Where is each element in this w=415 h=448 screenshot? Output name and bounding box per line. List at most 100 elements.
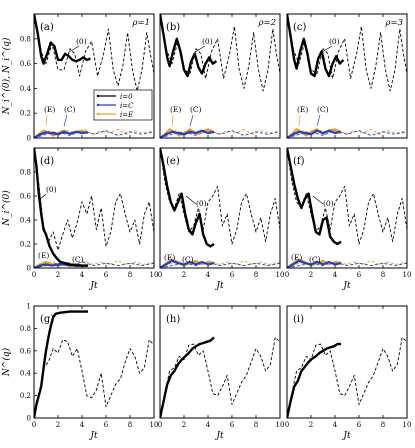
panel-g: 0 2 4 6 8 10 Jt 0 0.2 0.4 0.6 0.8 1 (g) <box>20 303 159 442</box>
series-i0-dashed-d <box>34 148 154 251</box>
series-iE-solid-c <box>287 128 342 138</box>
rho-label-a: ρ=1 <box>131 18 150 28</box>
x-tick-label-e-0: 0 <box>158 271 162 279</box>
x-tick-label-d-4: 8 <box>128 271 132 279</box>
x-tick-label-e-1: 2 <box>182 271 186 279</box>
annot-c-c: (C) <box>317 105 329 114</box>
x-tick-label-i-3: 6 <box>357 421 362 429</box>
axes-frame-h <box>159 305 281 419</box>
x-tick-label-g-4: 8 <box>128 421 132 429</box>
annot-e-leader-c <box>298 114 301 127</box>
annot-c-d: (C) <box>72 255 84 264</box>
plot-area-d <box>34 148 154 268</box>
annot-zero-f: (0) <box>323 199 334 208</box>
series-i0-solid-b <box>160 14 218 78</box>
x-tick-label-f-1: 2 <box>309 271 313 279</box>
series-i0-dashed-i <box>287 336 407 418</box>
y-tick-label-g-3: 0.6 <box>20 347 32 355</box>
panel-b: (b) ρ=2 (0) (E) (C) <box>159 13 281 139</box>
x-tick-label-g-3: 6 <box>104 421 109 429</box>
y-tick-label-g-0: 0 <box>27 415 31 423</box>
y-tick-label-g-5: 1 <box>27 303 31 311</box>
annot-c-e: (C) <box>182 255 194 264</box>
panel-label-b: (b) <box>166 22 180 33</box>
annot-c-leader-c <box>316 114 321 127</box>
annot-zero-leader-a <box>68 45 80 53</box>
series-iC-solid-a <box>34 130 89 138</box>
x-axis-label-e: Jt <box>214 281 224 291</box>
y-tick-label-g-4: 0.8 <box>20 325 31 333</box>
plot-area-a <box>34 14 154 138</box>
annot-e-e: (E) <box>164 253 175 262</box>
series-i0-solid-e <box>160 148 215 248</box>
series-i0-dashed-b <box>160 14 280 92</box>
annot-zero-leader-c <box>321 45 333 53</box>
panel-label-c: (c) <box>293 22 307 33</box>
x-tick-label-i-0: 0 <box>285 421 289 429</box>
x-tick-label-e-4: 8 <box>254 271 258 279</box>
x-axis-label-g: Jt <box>88 431 98 441</box>
panel-label-i: (i) <box>293 314 304 325</box>
panel-label-f: (f) <box>293 156 305 167</box>
annot-zero-leader-d <box>38 193 47 201</box>
plot-area-f <box>287 148 407 268</box>
panel-f: 0 2 4 6 8 10 Jt (f) (0) (E) (C) <box>285 147 411 291</box>
x-tick-label-f-0: 0 <box>285 271 289 279</box>
axes-frame-f <box>286 147 408 269</box>
x-axis-label-h: Jt <box>214 431 224 441</box>
annot-e-d: (E) <box>38 251 49 260</box>
series-i0-solid-g <box>34 310 88 418</box>
annot-zero-leader-b <box>194 45 206 53</box>
panel-label-e: (e) <box>166 156 180 167</box>
annot-e-leader-b <box>171 114 174 127</box>
y-tick-label-d-2: 0.4 <box>20 217 32 225</box>
annot-e-leader-a <box>45 114 48 127</box>
x-tick-label-i-5: 10 <box>403 421 412 429</box>
panel-h: 0 2 4 6 8 10 Jt (h) <box>158 305 284 441</box>
x-axis-label-d: Jt <box>88 281 98 291</box>
series-i0-solid-i <box>287 342 341 418</box>
annot-c-f: (C) <box>309 255 321 264</box>
legend: i=0i=Ci=E <box>93 89 153 121</box>
annot-zero-c: (0) <box>329 37 340 46</box>
x-tick-label-h-1: 2 <box>182 421 186 429</box>
panel-c: (c) ρ=3 (0) (E) (C) <box>286 13 408 139</box>
annot-zero-a: (0) <box>76 37 87 46</box>
axes-frame-d <box>33 147 155 269</box>
y-tick-label-g-1: 0.2 <box>20 392 31 400</box>
panel-a: 0 0.2 0.4 0.6 0.8 (a) ρ=1 (0) (E) (C) i=0i=Ci=E <box>20 13 155 143</box>
annot-c-a: (C) <box>64 105 76 114</box>
series-iC-solid-e <box>160 259 215 268</box>
x-tick-label-h-2: 4 <box>206 421 211 429</box>
series-i0-dashed-h <box>160 336 280 418</box>
panel-label-d: (d) <box>40 156 54 167</box>
series-i0-dashed-c <box>287 14 407 92</box>
y-tick-label-a-1: 0.2 <box>20 110 31 118</box>
axes-frame-e <box>159 147 281 269</box>
x-tick-label-d-1: 2 <box>56 271 60 279</box>
x-tick-label-f-4: 8 <box>381 271 385 279</box>
y-axis-label-row1: N_i^(0), N_i^(q) <box>1 37 12 115</box>
x-tick-label-e-2: 4 <box>206 271 211 279</box>
plot-area-c <box>287 14 407 138</box>
x-tick-label-g-1: 2 <box>56 421 60 429</box>
axes-frame-c <box>286 13 408 139</box>
y-tick-label-a-0: 0 <box>27 135 31 143</box>
series-i0-solid-h <box>160 336 215 418</box>
annot-e-f: (E) <box>291 253 302 262</box>
axes-frame-a <box>33 13 155 139</box>
plot-area-h <box>160 336 280 418</box>
panel-label-a: (a) <box>40 22 54 33</box>
x-tick-label-d-3: 6 <box>104 271 109 279</box>
axes-frame-g <box>33 305 155 419</box>
rho-label-c: ρ=3 <box>384 18 403 28</box>
x-tick-label-i-2: 4 <box>333 421 338 429</box>
y-tick-label-a-4: 0.8 <box>20 35 31 43</box>
series-i0-dashed-f <box>287 148 407 245</box>
legend-dot-0 <box>96 94 100 98</box>
x-tick-label-i-1: 2 <box>309 421 313 429</box>
plot-area-e <box>160 148 280 268</box>
series-iC-solid-f <box>287 259 342 268</box>
plot-area-g <box>34 310 154 418</box>
